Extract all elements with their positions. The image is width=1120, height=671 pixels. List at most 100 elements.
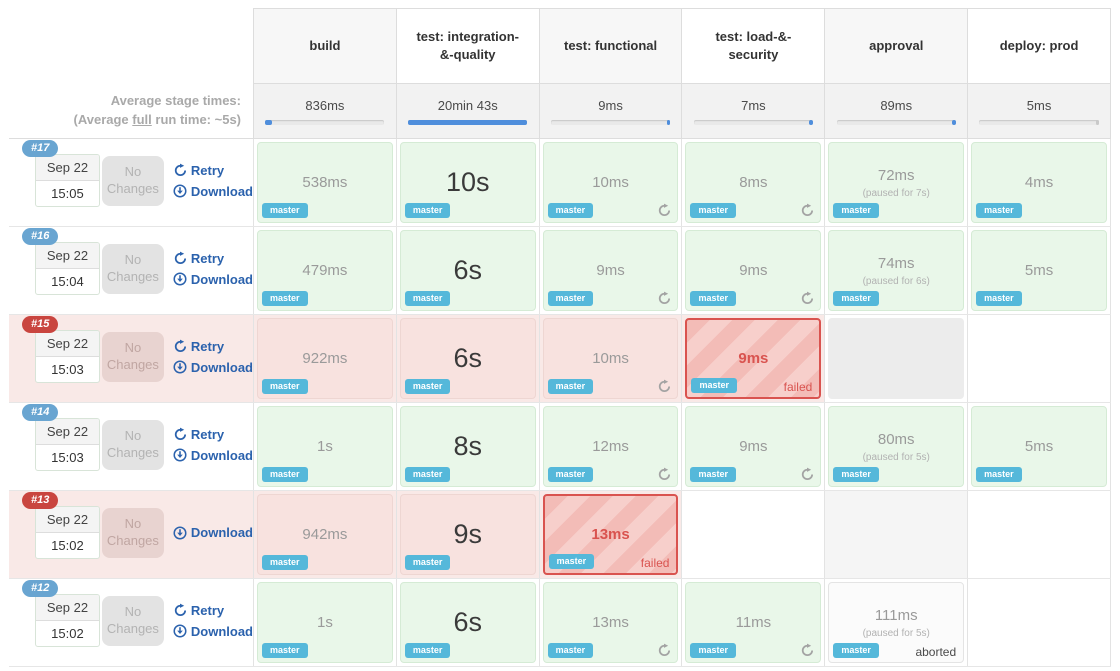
branch-badge: master [690,467,737,482]
run-date: Sep 22 [36,155,99,181]
stage-cell-run[interactable]: 5ms master [971,230,1107,311]
stage-cell-run[interactable]: 1s master [257,582,393,663]
download-button[interactable]: Download [173,360,253,375]
restart-stage-icon[interactable] [657,467,671,481]
stage-cell-run[interactable]: 6s master [399,230,536,311]
stage-cell-aborted[interactable]: 111ms (paused for 5s) master aborted [828,582,965,663]
restart-stage-icon[interactable] [800,467,814,481]
run-date-link[interactable]: Sep 22 15:02 [35,594,100,647]
restart-stage-icon[interactable] [657,291,671,305]
retry-icon [173,339,187,353]
stage-cell-failed[interactable]: 13ms master failed [542,494,679,575]
branch-badge: master [404,203,451,218]
restart-stage-icon[interactable] [657,379,671,393]
stage-cell-run[interactable]: 74ms (paused for 6s) master [828,230,965,311]
stage-cell-run[interactable]: 10ms master [542,318,679,399]
stage-cell-run[interactable]: 72ms (paused for 7s) master [828,142,965,223]
branch-badge: master [690,643,737,658]
stage-cell-run[interactable]: 80ms (paused for 5s) master [828,406,965,487]
download-icon [173,272,187,286]
download-button[interactable]: Download [173,272,253,287]
stage-cell-run[interactable]: 4ms master [971,142,1107,223]
stage-duration: 942ms [302,526,348,543]
branch-badge: master [690,291,737,306]
no-changes-badge: No Changes [101,155,164,206]
stage-cell-run[interactable]: 9ms master [542,230,679,311]
restart-stage-icon[interactable] [800,203,814,217]
retry-button[interactable]: Retry [173,339,253,354]
run-date-link[interactable]: Sep 22 15:04 [35,242,100,295]
run-date-link[interactable]: Sep 22 15:05 [35,154,100,207]
branch-badge: master [690,203,737,218]
run-id-badge[interactable]: #17 [22,140,59,157]
stage-cell-run[interactable]: 538ms master [257,142,393,223]
stage-header-3: test: functional [538,8,682,84]
run-date: Sep 22 [36,419,99,445]
stage-col-1: 538ms master [253,139,396,226]
stage-cell-run[interactable]: 10ms master [542,142,679,223]
run-id-badge[interactable]: #13 [22,492,59,509]
run-id-badge[interactable]: #14 [22,404,59,421]
download-button[interactable]: Download [173,184,253,199]
run-id-badge[interactable]: #16 [22,228,59,245]
stage-col-2: 8s master [395,403,539,490]
stage-cell-run[interactable]: 13ms master [542,582,679,663]
run-id-badge[interactable]: #12 [22,580,59,597]
restart-stage-icon[interactable] [657,203,671,217]
average-label-line1: Average stage times: [110,93,241,109]
download-button[interactable]: Download [173,624,253,639]
progress-fill [809,119,813,125]
stage-col-3: 13ms master failed [538,491,682,578]
run-date-link[interactable]: Sep 22 15:02 [35,506,100,559]
stage-duration: 9ms [738,350,769,367]
stage-cell-run[interactable]: 8ms master [685,142,822,223]
stage-cell-run[interactable]: 942ms master [257,494,393,575]
stage-cell-run[interactable]: 10s master [399,142,536,223]
retry-button[interactable]: Retry [173,427,253,442]
run-id-badge[interactable]: #15 [22,316,59,333]
retry-button[interactable]: Retry [173,251,253,266]
run-header-line: Sep 22 15:03 No Changes Retry Download [35,330,253,383]
stage-cell-run[interactable]: 9ms master [685,230,822,311]
stage-col-4: 11ms master [681,579,824,666]
stage-cell-run[interactable]: 9s master [399,494,536,575]
download-button[interactable]: Download [173,525,253,540]
retry-button[interactable]: Retry [173,603,253,618]
stage-cell-run[interactable]: 479ms master [257,230,393,311]
stage-cell-run[interactable]: 6s master [399,318,536,399]
run-header-line: Sep 22 15:03 No Changes Retry Download [35,418,253,471]
stage-cell-failed[interactable]: 9ms master failed [685,318,822,399]
run-date-link[interactable]: Sep 22 15:03 [35,418,100,471]
restart-stage-icon[interactable] [657,643,671,657]
run-date-link[interactable]: Sep 22 15:03 [35,330,100,383]
stage-cell-run[interactable]: 11ms master [685,582,822,663]
stage-cell-run[interactable]: 5ms master [971,406,1107,487]
retry-button[interactable]: Retry [173,163,253,178]
average-progress-bar [408,119,528,125]
stage-col-2: 10s master [395,139,539,226]
average-label-line2: (Average full run time: ~5s) [73,112,242,127]
average-progress-bar [836,119,956,125]
stage-header-row: build test: integration-&-quality test: fu… [9,8,1111,84]
restart-stage-icon[interactable] [800,291,814,305]
restart-stage-icon[interactable] [800,643,814,657]
stage-cell-run[interactable]: 8s master [399,406,536,487]
stage-cell-run[interactable]: 1s master [257,406,393,487]
stage-cell-run[interactable]: 6s master [399,582,536,663]
run-header: #14 Sep 22 15:03 No Changes Retry Download [9,403,253,490]
stage-col-4: 9ms master failed [681,315,825,402]
action-label: Download [190,623,253,639]
stage-cell-run[interactable]: 12ms master [542,406,679,487]
status-label: failed [783,380,813,394]
stage-col-6: 4ms master [967,139,1111,226]
retry-icon [173,603,187,617]
average-times-label: Average stage times: (Average full run t… [9,84,253,138]
stage-cell-run[interactable]: 9ms master [685,406,822,487]
download-button[interactable]: Download [173,448,253,463]
run-stage-cells: 1s master 8s master 12ms master 9ms master 80ms(… [253,403,1111,490]
run-row-17: #17 Sep 22 15:05 No Changes Retry Download 538… [9,139,1111,227]
run-time: 15:04 [51,274,84,289]
stage-col-1: 942ms master [253,491,396,578]
branch-badge: master [404,291,451,306]
stage-cell-run[interactable]: 922ms master [257,318,393,399]
